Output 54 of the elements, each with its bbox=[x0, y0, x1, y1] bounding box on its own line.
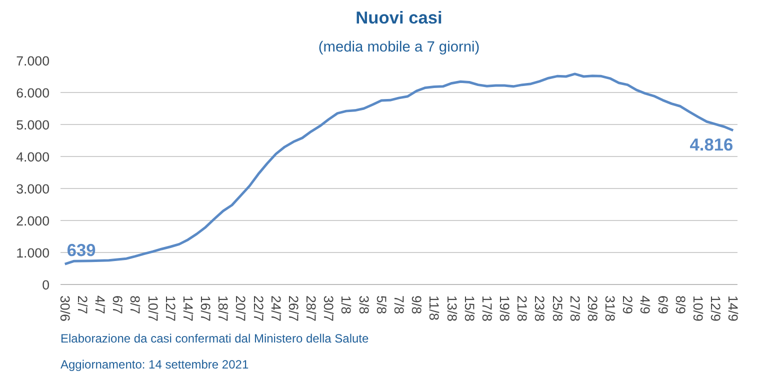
x-tick-label: 26/7 bbox=[286, 296, 301, 322]
x-tick-label: 30/7 bbox=[321, 296, 336, 322]
chart-title: Nuovi casi bbox=[356, 8, 442, 28]
x-tick-label: 15/8 bbox=[462, 296, 477, 322]
x-tick-label: 2/9 bbox=[620, 296, 636, 314]
x-tick-label: 22/7 bbox=[250, 296, 266, 322]
y-tick-label: 7.000 bbox=[16, 54, 50, 68]
x-tick-label: 19/8 bbox=[497, 296, 512, 322]
y-tick-label: 3.000 bbox=[16, 182, 50, 196]
y-tick-label: 5.000 bbox=[16, 118, 50, 132]
x-tick-label: 16/7 bbox=[198, 296, 214, 322]
x-tick-label: 7/8 bbox=[392, 296, 406, 314]
data-label: 4.816 bbox=[690, 134, 734, 154]
chart-subtitle: (media mobile a 7 giorni) bbox=[318, 40, 480, 56]
x-tick-label: 25/8 bbox=[550, 296, 565, 322]
y-tick-label: 6.000 bbox=[16, 86, 50, 100]
x-tick-label: 21/8 bbox=[514, 296, 530, 322]
x-tick-label: 24/7 bbox=[268, 296, 284, 322]
data-label: 639 bbox=[66, 240, 96, 260]
x-tick-label: 4/9 bbox=[638, 296, 653, 314]
x-tick-label: 3/8 bbox=[356, 296, 372, 314]
x-tick-label: 28/7 bbox=[304, 296, 319, 322]
x-tick-label: 31/8 bbox=[602, 296, 618, 322]
x-tick-label: 6/7 bbox=[110, 296, 126, 314]
x-tick-label: 12/7 bbox=[162, 296, 178, 322]
x-tick-label: 30/6 bbox=[57, 296, 72, 322]
x-tick-label: 20/7 bbox=[233, 296, 248, 322]
x-tick-label: 9/8 bbox=[409, 296, 424, 314]
x-tick-label: 5/8 bbox=[374, 296, 389, 314]
x-tick-label: 8/9 bbox=[672, 296, 688, 314]
x-tick-label: 12/9 bbox=[708, 296, 724, 322]
x-tick-label: 17/8 bbox=[479, 296, 494, 322]
y-tick-label: 4.000 bbox=[16, 150, 50, 164]
text: Elaborazione da casi confermati dal Ministero della Salute bbox=[60, 332, 369, 346]
x-tick-label: 10/9 bbox=[690, 296, 706, 322]
x-tick-label: 10/7 bbox=[145, 296, 160, 322]
x-tick-label: 29/8 bbox=[584, 296, 600, 322]
x-tick-label: 1/8 bbox=[338, 296, 354, 314]
y-tick-label: 2.000 bbox=[16, 214, 50, 228]
x-tick-label: 14/9 bbox=[726, 296, 741, 322]
x-tick-label: 23/8 bbox=[532, 296, 548, 322]
x-tick-label: 8/7 bbox=[128, 296, 143, 314]
text: Aggiornamento: 14 settembre 2021 bbox=[60, 358, 249, 372]
line-series bbox=[64, 72, 734, 266]
x-tick-label: 18/7 bbox=[216, 296, 231, 322]
y-tick-label: 0 bbox=[42, 278, 50, 292]
x-tick-label: 13/8 bbox=[444, 296, 460, 322]
x-tick-label: 27/8 bbox=[567, 296, 582, 322]
y-tick-label: 1.000 bbox=[16, 246, 50, 260]
x-tick-label: 4/7 bbox=[92, 296, 108, 314]
x-tick-label: 2/7 bbox=[74, 296, 90, 314]
x-tick-label: 11/8 bbox=[426, 296, 442, 320]
x-tick-label: 14/7 bbox=[180, 296, 196, 322]
x-tick-label: 6/9 bbox=[655, 296, 670, 314]
